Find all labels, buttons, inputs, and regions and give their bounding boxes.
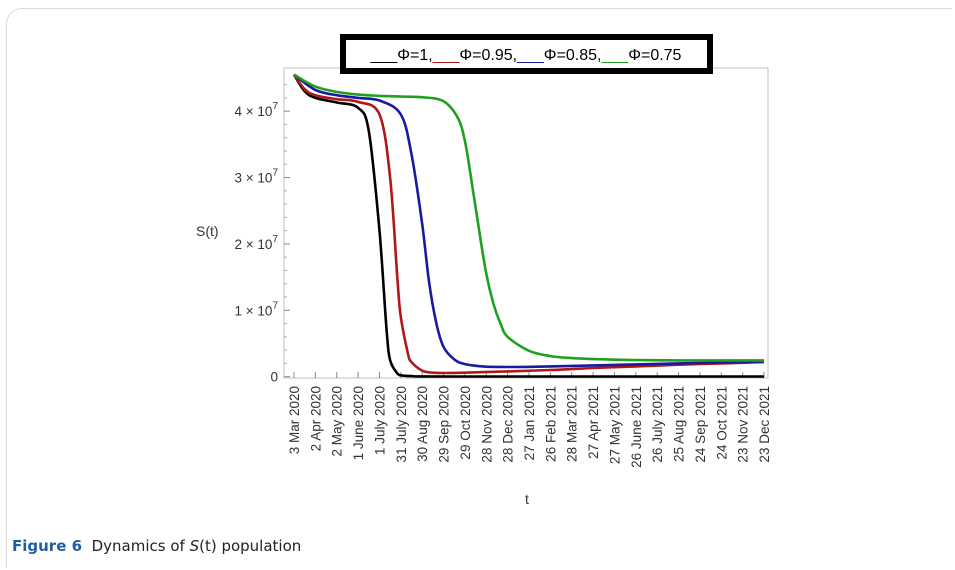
x-tick-label: 3 Mar 2020	[287, 386, 302, 454]
x-tick-label: 26 Feb 2021	[543, 386, 558, 462]
x-tick-label: 31 July 2020	[394, 386, 409, 463]
x-tick-label: 23 Nov 2021	[736, 386, 751, 463]
legend-entry-4-line: ___	[601, 47, 630, 64]
x-tick-label: 24 Oct 2021	[714, 386, 729, 460]
figure-caption: Figure 6 Dynamics of S(t) population	[12, 537, 301, 555]
legend-box	[340, 34, 713, 74]
y-tick-label: 3 × 107	[235, 168, 279, 186]
y-tick-label-base: 4 × 10	[235, 104, 273, 119]
y-tick-label: 2 × 107	[235, 234, 279, 252]
x-tick-label: 28 Dec 2020	[501, 386, 516, 463]
y-tick-label: 0	[270, 370, 278, 385]
x-tick-label: 27 Apr 2021	[586, 386, 601, 459]
y-tick-label-base: 0	[270, 370, 278, 385]
x-axis: 3 Mar 2020 2 Apr 2020 2 May 2020 1 June 202…	[284, 372, 772, 468]
legend-entry-2-line: ___	[432, 47, 461, 64]
legend-entry-4-label: Φ=0.75	[628, 47, 681, 64]
y-tick-label-exponent: 7	[272, 168, 278, 179]
series-line-2	[292, 73, 765, 375]
figure-label: Figure 6	[12, 537, 83, 555]
series-layer	[292, 73, 765, 378]
x-tick-label: 1 July 2020	[372, 386, 387, 455]
x-tick-label: 1 June 2020	[351, 386, 366, 460]
series-line-1	[292, 73, 764, 378]
x-tick-label: 27 May 2021	[607, 386, 622, 464]
y-tick-label-base: 1 × 10	[235, 303, 273, 318]
figure-frame	[6, 8, 952, 568]
caption-symbol-arg: (t)	[199, 537, 217, 555]
x-tick-label: 29 Oct 2020	[458, 386, 473, 460]
y-axis-label: S(t)	[196, 223, 219, 239]
x-tick-label: 25 Aug 2021	[672, 386, 687, 462]
x-axis-label: t	[525, 491, 529, 507]
y-tick-label-exponent: 7	[272, 300, 278, 311]
caption-symbol: S	[189, 537, 200, 555]
y-tick-label: 4 × 107	[235, 101, 279, 119]
chart: 3 Mar 2020 2 Apr 2020 2 May 2020 1 June 202…	[196, 34, 772, 507]
y-tick-label: 1 × 107	[235, 300, 279, 318]
x-tick-label: 27 Jan 2021	[522, 386, 537, 460]
legend: ___Φ=1,___Φ=0.95,___Φ=0.85,___Φ=0.75	[340, 34, 713, 74]
x-tick-label: 28 Nov 2020	[479, 386, 494, 463]
legend-text: ___Φ=1,___Φ=0.95,___Φ=0.85,___Φ=0.75	[370, 47, 682, 64]
series-line-3	[293, 73, 765, 369]
legend-entry-2-label: Φ=0.95,	[459, 47, 517, 64]
x-tick-label: 26 July 2021	[650, 386, 665, 463]
y-tick-label-base: 3 × 10	[235, 171, 273, 186]
x-tick-label: 2 May 2020	[330, 386, 345, 457]
x-tick-label: 28 Mar 2021	[565, 386, 580, 462]
y-tick-label-exponent: 7	[272, 101, 278, 112]
x-tick-label: 2 Apr 2020	[308, 386, 323, 451]
x-tick-label: 30 Aug 2020	[415, 386, 430, 462]
legend-entry-1-label: Φ=1,	[397, 47, 432, 64]
plot-frame	[283, 67, 769, 379]
x-tick-label: 26 June 2021	[629, 386, 644, 468]
y-tick-label-exponent: 7	[272, 234, 278, 245]
x-tick-label: 29 Sep 2020	[437, 386, 452, 463]
series-line-4	[293, 73, 764, 362]
y-tick-label-base: 2 × 10	[235, 237, 273, 252]
caption-text-after: population	[216, 537, 302, 555]
legend-entry-1-line: ___	[370, 47, 399, 64]
legend-entry-3-label: Φ=0.85,	[544, 47, 602, 64]
caption-text-before: Dynamics of	[91, 537, 190, 555]
x-tick-label: 23 Dec 2021	[757, 386, 772, 463]
x-tick-label: 24 Sep 2021	[693, 386, 708, 463]
legend-entry-3-line: ___	[516, 47, 545, 64]
